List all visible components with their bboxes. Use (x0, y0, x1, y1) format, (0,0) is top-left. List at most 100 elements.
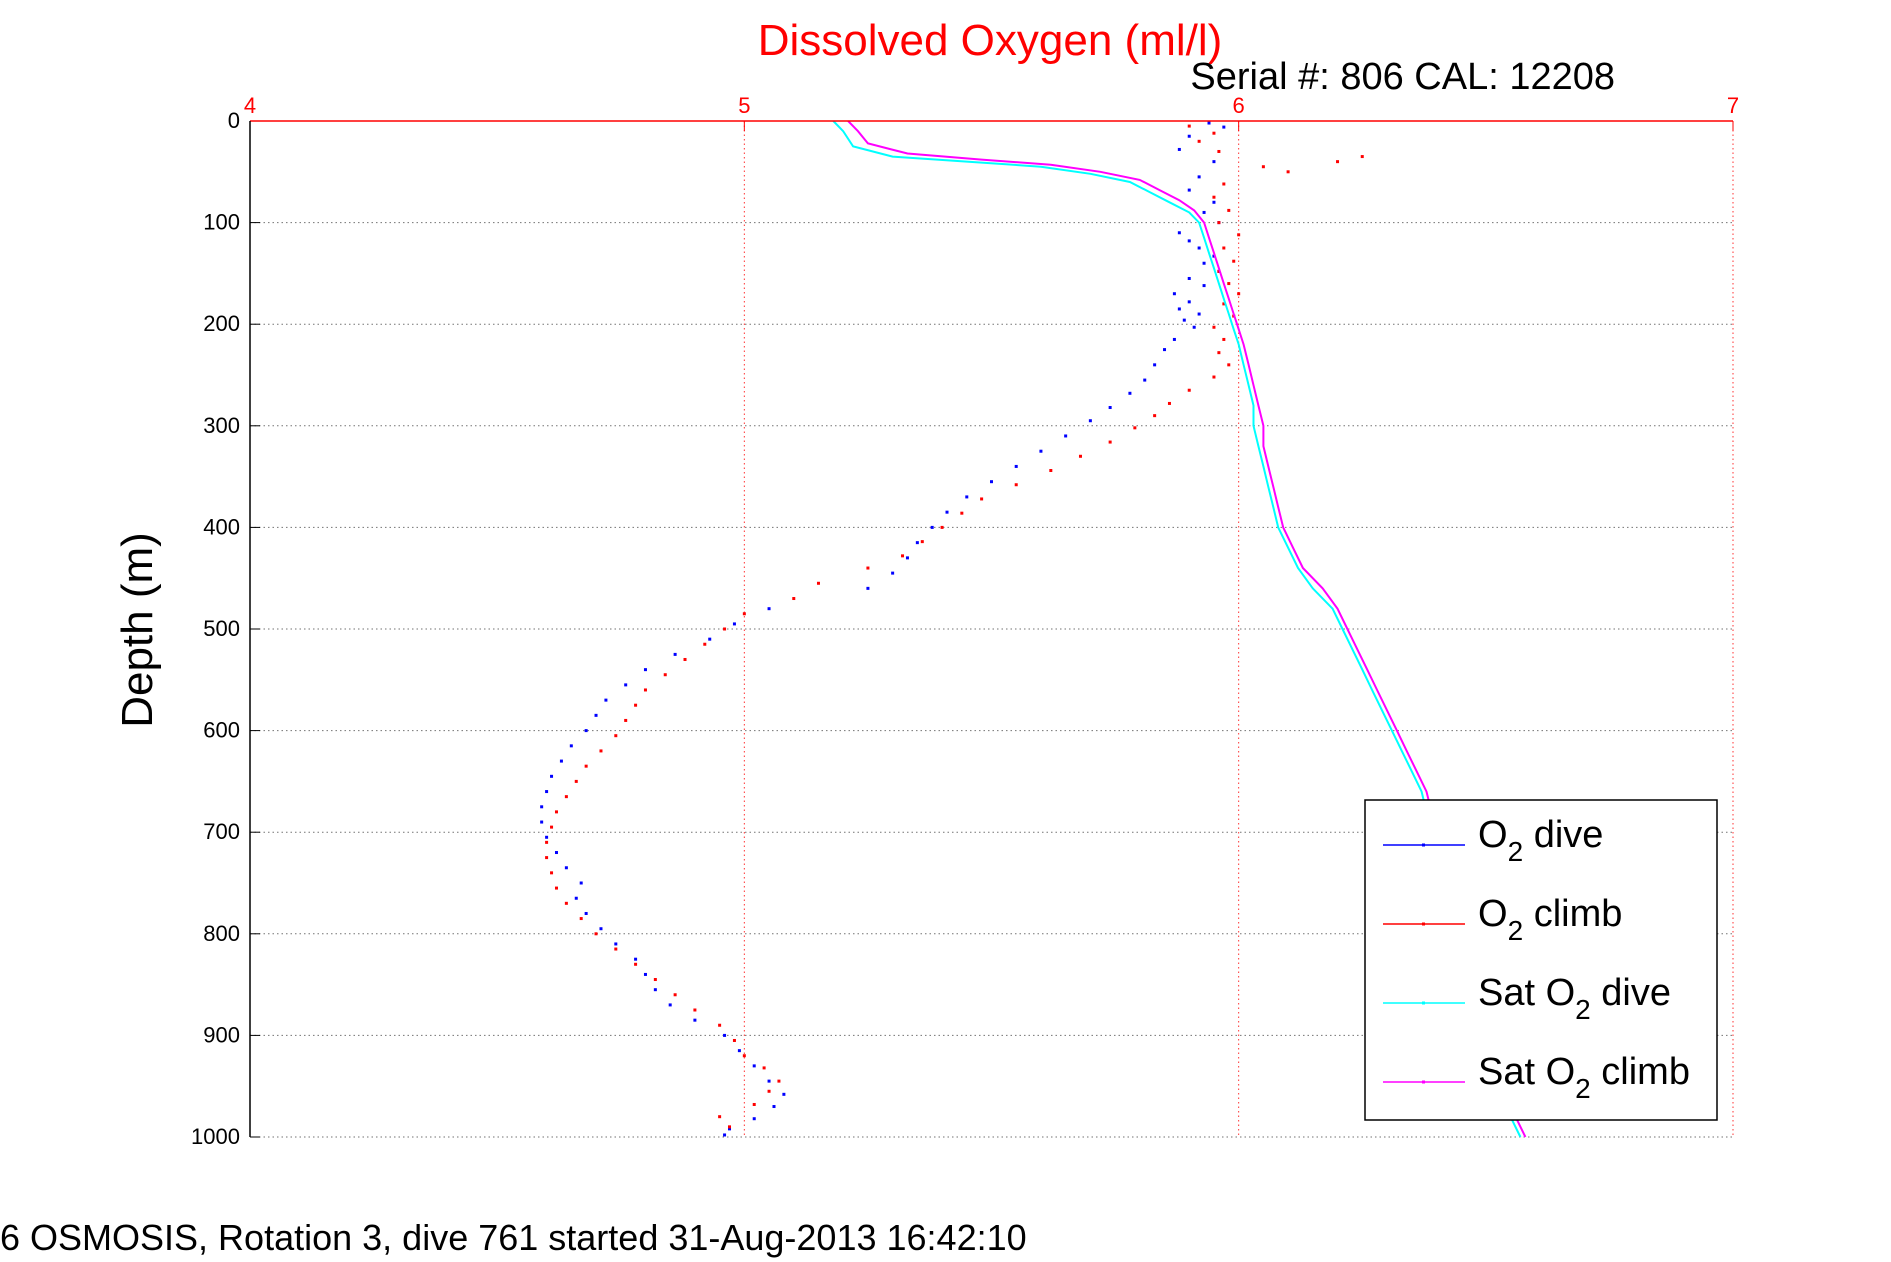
data-point-o2_dive (1177, 147, 1181, 151)
data-point-o2_dive (540, 820, 544, 824)
y-tick-label: 900 (203, 1022, 240, 1047)
data-point-o2_dive (599, 927, 603, 931)
data-point-o2_climb (703, 642, 707, 646)
data-point-o2_dive (1177, 307, 1181, 311)
data-point-o2_climb (816, 581, 820, 585)
data-point-o2_climb (599, 749, 603, 753)
y-tick-label: 400 (203, 514, 240, 539)
data-point-o2_climb (1014, 483, 1018, 487)
data-point-o2_climb (1212, 195, 1216, 199)
data-point-o2_climb (564, 795, 568, 799)
legend-label-o2_climb: O2 climb (1478, 893, 1622, 946)
data-point-o2_climb (777, 1079, 781, 1083)
data-point-o2_dive (559, 759, 563, 763)
data-point-o2_dive (668, 1003, 672, 1007)
data-point-o2_climb (1108, 440, 1112, 444)
data-point-o2_dive (1187, 276, 1191, 280)
legend-label-o2_dive: O2 dive (1478, 814, 1603, 867)
data-point-o2_climb (545, 856, 549, 860)
data-point-o2_dive (1153, 363, 1157, 367)
data-point-o2_dive (1108, 406, 1112, 410)
y-tick-label: 200 (203, 311, 240, 336)
data-point-o2_dive (965, 495, 969, 499)
data-point-o2_climb (584, 764, 588, 768)
data-point-o2_climb (634, 703, 638, 707)
data-point-o2_climb (683, 657, 687, 661)
legend-marker-o2_dive (1422, 843, 1425, 847)
data-point-o2_climb (554, 810, 558, 814)
data-point-o2_dive (1182, 318, 1186, 322)
data-point-o2_dive (905, 556, 909, 560)
data-point-o2_dive (752, 1064, 756, 1068)
data-point-o2_climb (1232, 259, 1236, 263)
data-point-o2_dive (1172, 292, 1176, 296)
data-point-o2_climb (762, 1066, 766, 1070)
y-tick-label: 0 (228, 108, 240, 133)
data-point-o2_dive (737, 1049, 741, 1053)
data-point-o2_climb (1222, 246, 1226, 250)
data-point-o2_climb (980, 497, 984, 501)
data-point-o2_dive (723, 1033, 727, 1037)
data-point-o2_dive (1192, 325, 1196, 329)
legend-marker-sat_dive (1422, 1001, 1425, 1005)
data-point-o2_climb (673, 993, 677, 997)
data-point-o2_dive (1197, 175, 1201, 179)
data-point-o2_dive (732, 622, 736, 626)
data-point-o2_dive (728, 1127, 732, 1131)
data-point-o2_dive (579, 881, 583, 885)
data-point-o2_climb (866, 566, 870, 570)
x-tick-label: 4 (244, 93, 256, 118)
x-tick-label: 7 (1727, 93, 1739, 118)
data-point-o2_climb (624, 718, 628, 722)
data-point-o2_climb (574, 779, 578, 783)
data-point-o2_dive (624, 683, 628, 687)
series-o2_dive (540, 121, 1226, 1137)
data-point-o2_climb (1222, 302, 1226, 306)
data-point-o2_climb (1261, 165, 1265, 169)
data-point-o2_climb (1237, 233, 1241, 237)
data-point-o2_dive (594, 713, 598, 717)
data-point-o2_climb (550, 825, 554, 829)
data-point-o2_climb (545, 840, 549, 844)
data-point-o2_dive (767, 607, 771, 611)
data-point-o2_dive (752, 1117, 756, 1121)
data-point-o2_dive (545, 835, 549, 839)
y-tick-label: 1000 (191, 1124, 240, 1149)
legend-label-sat_climb: Sat O2 climb (1478, 1051, 1690, 1104)
data-point-o2_climb (792, 597, 796, 601)
data-point-o2_dive (653, 988, 657, 992)
data-point-o2_climb (1336, 160, 1340, 164)
data-point-o2_dive (554, 851, 558, 855)
data-point-o2_climb (643, 688, 647, 692)
data-point-o2_dive (584, 729, 588, 733)
data-point-o2_dive (1207, 121, 1211, 125)
data-point-o2_dive (1187, 134, 1191, 138)
chart-subtitle: Serial #: 806 CAL: 12208 (1190, 56, 1615, 98)
data-point-o2_climb (732, 1038, 736, 1042)
data-point-o2_dive (584, 911, 588, 915)
data-point-o2_dive (990, 480, 993, 484)
data-point-o2_dive (1197, 312, 1201, 316)
y-tick-label: 100 (203, 210, 240, 235)
data-point-o2_climb (1133, 426, 1137, 430)
data-point-o2_dive (1212, 200, 1216, 204)
data-point-o2_climb (1049, 469, 1053, 473)
footer-caption: 6 OSMOSIS, Rotation 3, dive 761 started … (0, 1217, 1027, 1258)
legend: O2 dive O2 climb Sat O2 dive Sat O2 climb (1364, 799, 1718, 1121)
data-point-o2_climb (1212, 375, 1216, 379)
data-point-o2_climb (1187, 124, 1191, 128)
data-point-o2_dive (569, 744, 573, 748)
data-point-o2_climb (1078, 454, 1082, 458)
data-point-o2_climb (742, 612, 746, 616)
data-point-o2_climb (564, 901, 568, 905)
data-point-o2_dive (945, 510, 949, 514)
data-point-o2_dive (1202, 284, 1206, 288)
data-point-o2_dive (564, 866, 568, 870)
data-point-o2_dive (1128, 391, 1132, 395)
data-point-o2_climb (579, 917, 583, 921)
data-point-o2_climb (1222, 337, 1226, 341)
data-point-o2_climb (742, 1054, 746, 1058)
data-point-o2_climb (1197, 139, 1201, 143)
data-point-o2_dive (1172, 337, 1176, 341)
data-point-o2_climb (554, 886, 558, 890)
